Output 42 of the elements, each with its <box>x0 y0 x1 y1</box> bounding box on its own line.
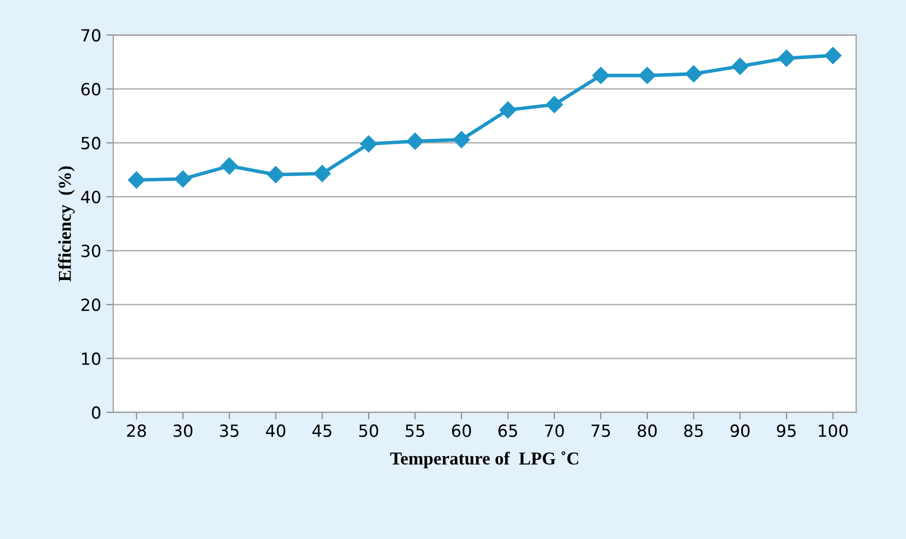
point <box>220 157 238 175</box>
y-tick-label: 20 <box>81 298 100 312</box>
x-tick-label: 45 <box>312 424 332 438</box>
y-tick-label: 50 <box>82 136 100 150</box>
x-tick-label: 35 <box>220 424 238 438</box>
point <box>406 132 424 150</box>
x-tick-label: 70 <box>545 424 564 438</box>
point <box>546 96 563 114</box>
point <box>638 66 656 84</box>
point <box>778 50 796 67</box>
x-tick-label: 28 <box>127 424 146 438</box>
point <box>499 101 516 119</box>
x-tick-label: 30 <box>174 424 192 438</box>
y-tick-label: 60 <box>81 82 100 96</box>
point <box>314 165 331 182</box>
point <box>685 65 702 82</box>
point <box>592 66 610 84</box>
y-axis-title: Efficiency (%) <box>58 166 75 282</box>
x-tick-label: 90 <box>730 424 750 438</box>
y-tick-label: 30 <box>82 244 100 258</box>
point <box>360 135 378 152</box>
x-tick-label: 100 <box>818 424 848 438</box>
point <box>732 58 749 75</box>
y-tick-label: 0 <box>92 406 100 419</box>
point <box>824 46 842 64</box>
x-tick-label: 55 <box>406 424 424 438</box>
x-tick-label: 85 <box>684 424 703 438</box>
x-tick-label: 50 <box>359 424 378 438</box>
x-tick-label: 75 <box>592 424 610 438</box>
y-tick-label: 40 <box>81 190 100 204</box>
point <box>267 166 284 184</box>
x-tick-label: 40 <box>266 424 286 438</box>
x-tick-label: 60 <box>452 424 471 438</box>
point <box>128 171 146 189</box>
y-tick-label: 70 <box>82 28 100 42</box>
x-axis-title: Temperature of LPG ˚C <box>390 451 578 468</box>
y-tick-label: 10 <box>82 352 100 366</box>
point <box>174 170 192 188</box>
x-tick-label: 65 <box>498 424 518 438</box>
point <box>452 131 470 148</box>
x-tick-label: 80 <box>638 424 657 438</box>
x-tick-label: 95 <box>776 424 796 438</box>
